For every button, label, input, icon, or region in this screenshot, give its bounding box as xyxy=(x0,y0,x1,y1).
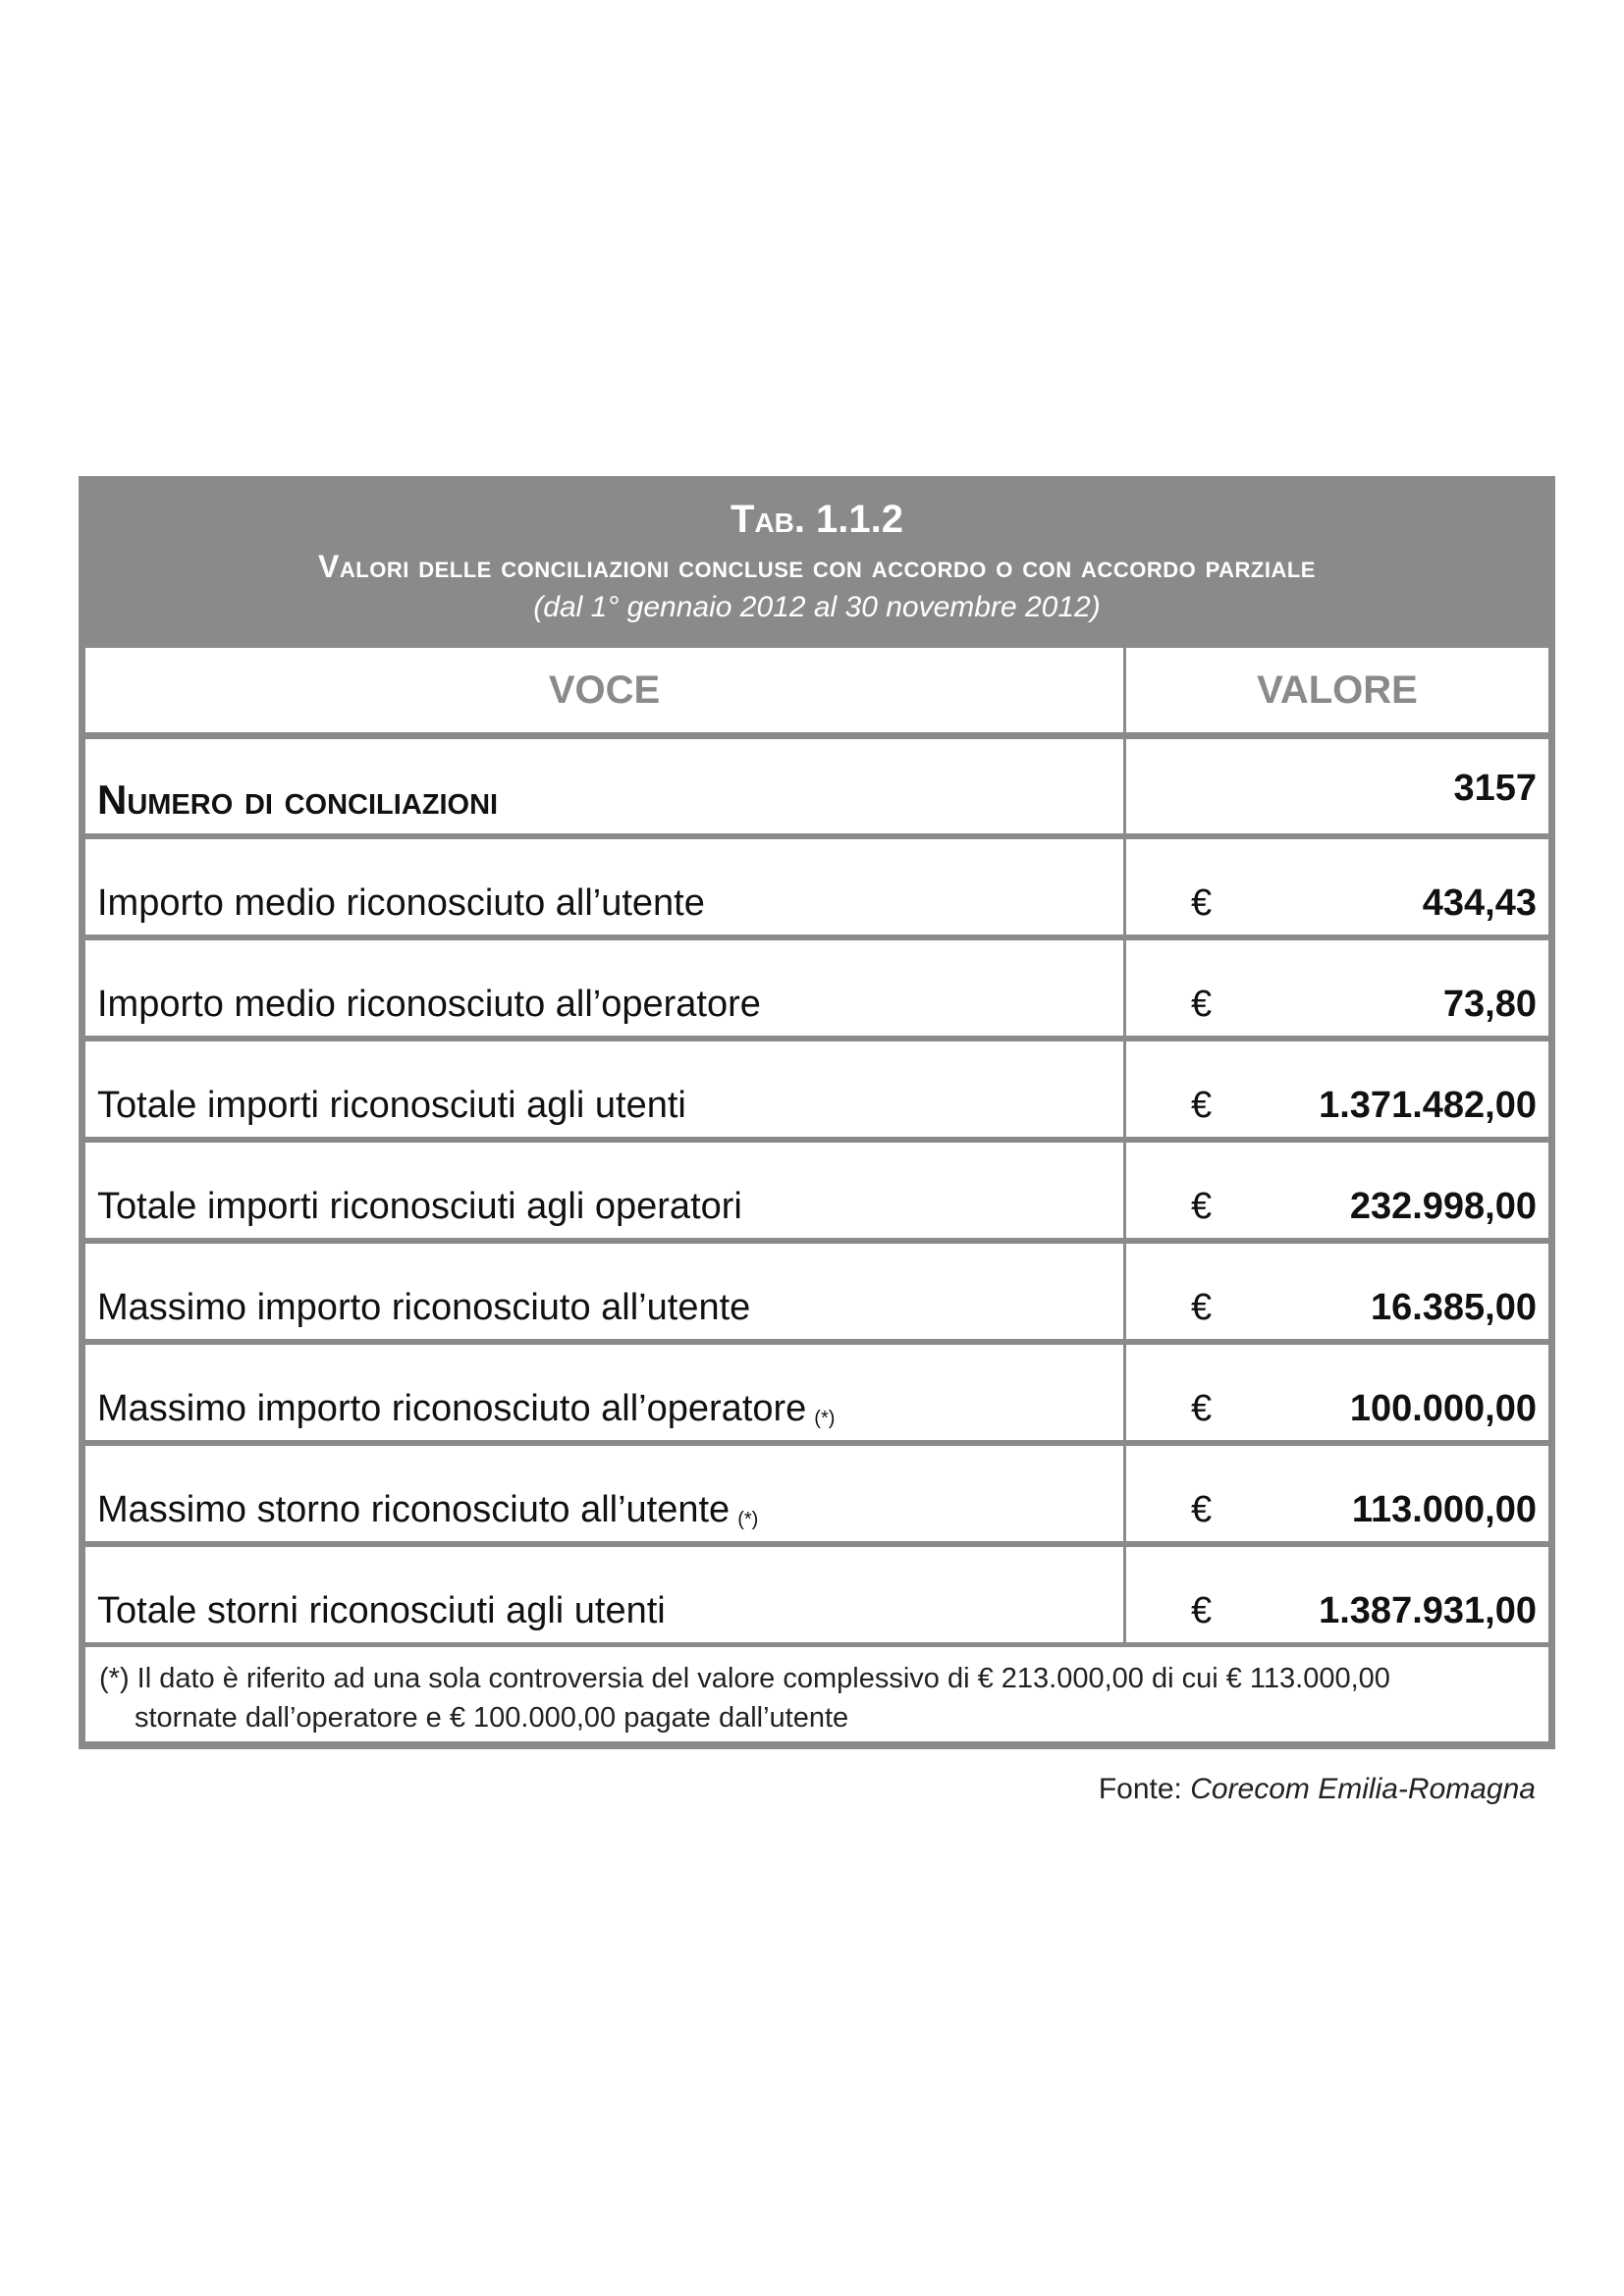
row-value: €1.371.482,00 xyxy=(1126,1041,1548,1137)
row-label-text: Massimo storno riconosciuto all’utente xyxy=(97,1489,731,1530)
row-value: €73,80 xyxy=(1126,940,1548,1036)
euro-symbol: € xyxy=(1191,1287,1213,1328)
row-value-text: 232.998,00 xyxy=(1349,1186,1537,1227)
header-voce: VOCE xyxy=(85,648,1123,732)
euro-symbol: € xyxy=(1191,1085,1213,1126)
table-title: Valori delle conciliazioni concluse con … xyxy=(318,549,1316,584)
footnote-marker: (*) xyxy=(814,1408,836,1429)
footnote-marker: (*) xyxy=(737,1509,759,1530)
euro-symbol: € xyxy=(1191,1388,1213,1429)
euro-symbol: € xyxy=(1191,1186,1213,1227)
row-value-text: 434,43 xyxy=(1422,882,1537,924)
euro-symbol: € xyxy=(1191,1489,1213,1530)
row-label-text: Massimo importo riconosciuto all’operato… xyxy=(97,1388,807,1429)
row-value: €100.000,00 xyxy=(1126,1345,1548,1440)
source-note: Fonte: Corecom Emilia-Romagna xyxy=(1099,1773,1536,1806)
euro-symbol: € xyxy=(1191,1590,1213,1631)
footnote: (*) Il dato è riferito ad una sola contr… xyxy=(85,1647,1548,1741)
data-table: Tab. 1.1.2 Valori delle conciliazioni co… xyxy=(79,476,1555,1749)
row-label: Numero di conciliazioni xyxy=(85,739,1123,833)
row-label: Massimo storno riconosciuto all’utente (*… xyxy=(85,1446,1123,1541)
row-value: €113.000,00 xyxy=(1126,1446,1548,1541)
row-value: €232.998,00 xyxy=(1126,1143,1548,1238)
row-value: €434,43 xyxy=(1126,839,1548,934)
row-value: 3157 xyxy=(1126,739,1548,833)
row-value-text: 100.000,00 xyxy=(1349,1388,1537,1429)
row-label: Totale importi riconosciuti agli operato… xyxy=(85,1143,1123,1238)
table-period: (dal 1° gennaio 2012 al 30 novembre 2012… xyxy=(533,591,1101,623)
row-value-text: 16.385,00 xyxy=(1370,1287,1537,1328)
footnote-line-2: stornate dall’operatore e € 100.000,00 p… xyxy=(135,1702,849,1734)
row-label-text: Totale storni riconosciuti agli utenti xyxy=(97,1590,666,1631)
source-name: Corecom Emilia-Romagna xyxy=(1190,1773,1536,1805)
row-value-text: 113.000,00 xyxy=(1351,1489,1537,1530)
row-label-text: Massimo importo riconosciuto all’utente xyxy=(97,1287,751,1328)
row-label: Massimo importo riconosciuto all’utente xyxy=(85,1244,1123,1339)
row-value-text: 1.371.482,00 xyxy=(1319,1085,1537,1126)
row-value: €16.385,00 xyxy=(1126,1244,1548,1339)
row-label: Importo medio riconosciuto all’operatore xyxy=(85,940,1123,1036)
euro-symbol: € xyxy=(1191,984,1213,1025)
footnote-line-1: (*) Il dato è riferito ad una sola contr… xyxy=(99,1663,1390,1694)
row-label-text: Importo medio riconosciuto all’utente xyxy=(97,882,705,924)
row-value-text: 3157 xyxy=(1453,768,1537,809)
table-title-block: Tab. 1.1.2 Valori delle conciliazioni co… xyxy=(79,476,1555,645)
euro-symbol: € xyxy=(1191,882,1213,924)
row-label: Importo medio riconosciuto all’utente xyxy=(85,839,1123,934)
source-prefix: Fonte: xyxy=(1098,1773,1191,1805)
header-valore: VALORE xyxy=(1126,648,1548,732)
row-label: Totale storni riconosciuti agli utenti xyxy=(85,1547,1123,1642)
row-label: Massimo importo riconosciuto all’operato… xyxy=(85,1345,1123,1440)
row-value-text: 73,80 xyxy=(1442,984,1537,1025)
row-label-text: Totale importi riconosciuti agli utenti xyxy=(97,1085,686,1126)
row-label: Totale importi riconosciuti agli utenti xyxy=(85,1041,1123,1137)
table-number: Tab. 1.1.2 xyxy=(730,498,904,541)
row-label-text: Numero di conciliazioni xyxy=(97,776,499,823)
row-label-text: Totale importi riconosciuti agli operato… xyxy=(97,1186,742,1227)
row-value: €1.387.931,00 xyxy=(1126,1547,1548,1642)
row-label-text: Importo medio riconosciuto all’operatore xyxy=(97,984,761,1025)
row-value-text: 1.387.931,00 xyxy=(1319,1590,1537,1631)
